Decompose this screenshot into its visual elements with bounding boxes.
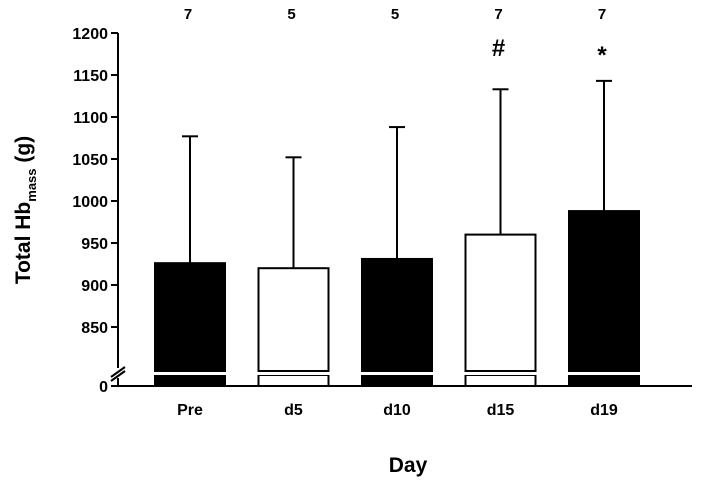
bar [568, 210, 640, 372]
y-axis-title-subscript: mass [24, 168, 39, 201]
bar-group-d10 [360, 126, 434, 387]
bar-break-gap [256, 372, 331, 375]
bar [257, 267, 330, 373]
bar-break-gap [463, 372, 538, 375]
y-tick-label: 1050 [72, 152, 108, 169]
y-tick-label: 950 [81, 236, 108, 253]
y-tick-label: 900 [81, 278, 108, 295]
y-tick-label: 1200 [72, 26, 108, 43]
bar-break-gap [153, 372, 227, 375]
bar-group-d19 [567, 79, 641, 387]
bar-base [361, 374, 433, 387]
bar-base [464, 374, 537, 387]
bar [154, 262, 226, 372]
bar-base [568, 374, 640, 387]
bar-break-gap [567, 372, 641, 375]
x-tick-label: d5 [284, 402, 303, 419]
bar-group-d5 [256, 156, 331, 387]
bar [361, 257, 433, 372]
x-tick-label: d10 [383, 402, 411, 419]
y-axis-title-unit: (g) [12, 136, 35, 169]
y-axis-title-main: Total Hb [12, 202, 35, 284]
x-tick-label: d19 [590, 402, 618, 419]
sample-size-label: 5 [287, 6, 295, 23]
bar-base [154, 374, 226, 387]
bar-group-Pre [153, 135, 227, 387]
bar-base [257, 374, 330, 387]
y-tick-label: 850 [81, 320, 108, 337]
sample-size-label: 5 [391, 6, 399, 23]
y-axis-title: Total Hbmass (g) [12, 136, 39, 284]
bar [464, 233, 537, 372]
y-tick-label: 1150 [73, 68, 108, 85]
y-axis: 1200 1150 1100 1050 1000 950 900 850 0 [72, 26, 126, 396]
significance-marker: # [492, 35, 505, 62]
bar-break-gap [360, 372, 434, 375]
significance-marker: * [597, 42, 607, 69]
y-tick-label: 1000 [72, 194, 108, 211]
y-tick-label: 0 [99, 379, 108, 396]
y-tick-label: 1100 [73, 110, 108, 127]
bar-group-d15 [463, 88, 538, 387]
x-tick-label: d15 [487, 402, 515, 419]
sample-size-label: 7 [184, 6, 192, 23]
x-tick-label: Pre [177, 402, 203, 419]
sample-size-label: 7 [494, 6, 502, 23]
x-axis-title: Day [389, 454, 428, 477]
axis-break-icon [110, 366, 126, 382]
sample-size-label: 7 [598, 6, 606, 23]
